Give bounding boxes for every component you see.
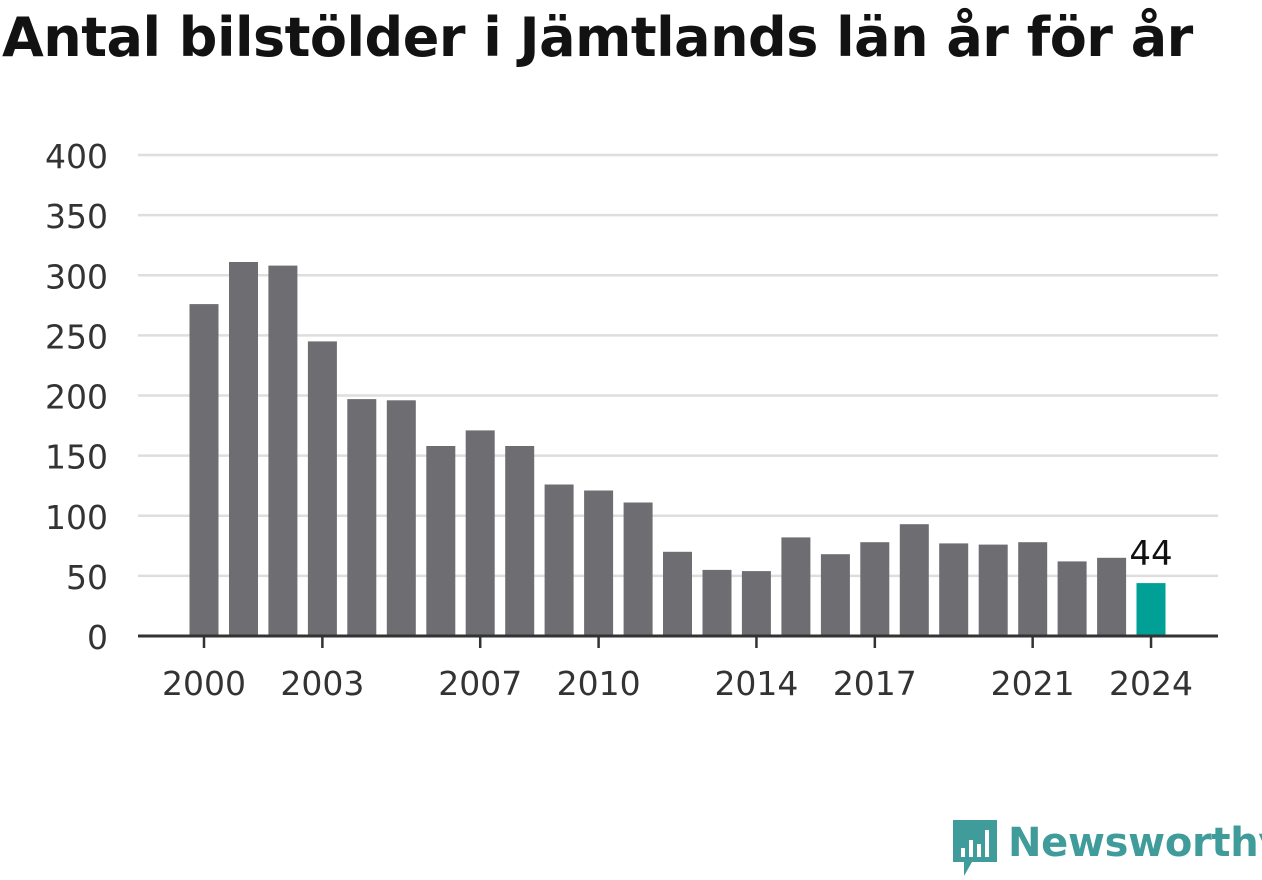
gridlines (138, 153, 1218, 578)
y-tick-label: 50 (66, 558, 108, 597)
x-tick-label: 2024 (1109, 664, 1193, 703)
logo-wordmark: Newsworthy (1008, 820, 1262, 866)
bar (505, 446, 535, 636)
bar-highlight (1136, 583, 1166, 636)
axes (138, 634, 1218, 648)
bar (978, 544, 1008, 636)
highlight-value-label: 44 (1129, 534, 1172, 574)
x-tick-label: 2014 (714, 664, 798, 703)
labels: 0 50 100 150 200 250 300 350 400 44 2000 2003 2007 20… (45, 137, 1193, 703)
y-tick-label: 350 (45, 197, 108, 236)
y-tick-label: 200 (45, 378, 108, 417)
bar (386, 400, 416, 636)
bar (1097, 557, 1127, 636)
newsworthy-chart-icon (953, 820, 997, 876)
y-tick-label: 250 (45, 317, 108, 356)
bar (584, 490, 614, 636)
x-tick-label: 2007 (438, 664, 522, 703)
bar (307, 341, 337, 636)
bar (465, 430, 495, 636)
y-tick-label: 0 (87, 618, 108, 657)
bar (426, 446, 456, 636)
bar (899, 524, 929, 636)
bar (623, 502, 653, 636)
bar (1018, 542, 1048, 636)
x-tick-label: 2000 (162, 664, 246, 703)
bar (741, 571, 771, 636)
y-tick-label: 400 (45, 137, 108, 176)
x-tick-label: 2010 (557, 664, 641, 703)
bar (702, 569, 732, 636)
bar (781, 537, 811, 636)
y-tick-label: 150 (45, 438, 108, 477)
bar (860, 542, 890, 636)
bar (663, 551, 692, 636)
x-tick-label: 2021 (991, 664, 1075, 703)
x-tick-label: 2017 (833, 664, 917, 703)
y-tick-label: 100 (45, 498, 108, 537)
bar (544, 484, 574, 636)
bar (347, 399, 377, 636)
bar (229, 262, 258, 636)
x-tick-label: 2003 (280, 664, 364, 703)
newsworthy-logo: Newsworthy (950, 818, 1262, 880)
bar (189, 304, 219, 636)
bar (939, 543, 969, 636)
bars (189, 262, 1166, 636)
y-tick-label: 300 (45, 257, 108, 296)
bar (1057, 561, 1087, 636)
bar (268, 265, 298, 636)
bar (820, 554, 850, 636)
chart-title: Antal bilstölder i Jämtlands län år för … (2, 6, 1193, 69)
